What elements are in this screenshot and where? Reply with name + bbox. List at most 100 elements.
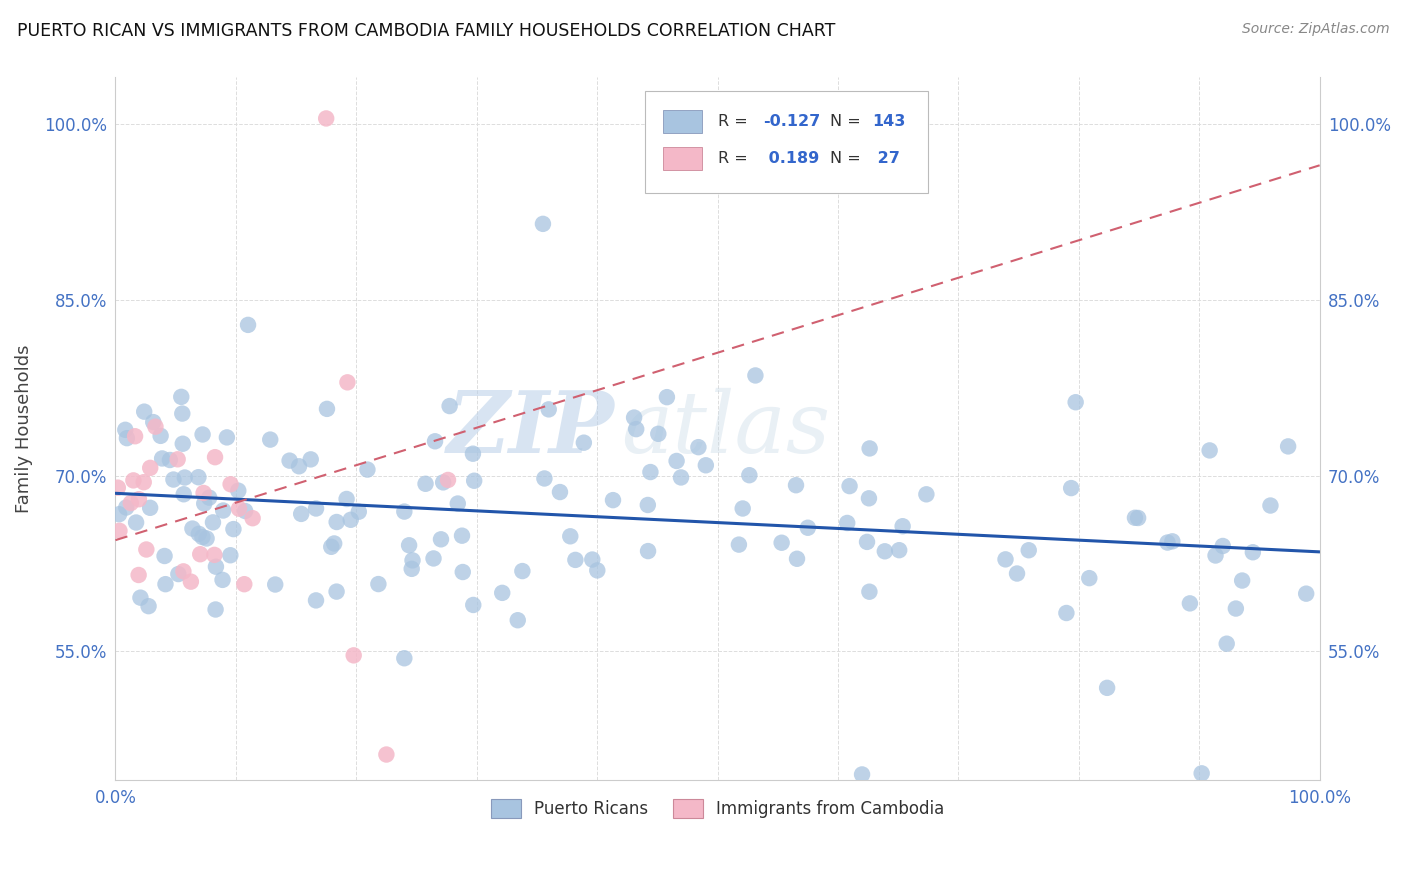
Point bbox=[236, 318, 259, 332]
Point bbox=[305, 593, 328, 607]
Point bbox=[858, 491, 880, 506]
Point bbox=[150, 451, 173, 466]
Point bbox=[290, 507, 312, 521]
Point bbox=[1095, 681, 1118, 695]
Point bbox=[195, 532, 218, 546]
Point bbox=[172, 565, 194, 579]
Point bbox=[316, 401, 339, 416]
Point bbox=[655, 390, 678, 404]
Point bbox=[1156, 535, 1178, 549]
Point bbox=[873, 544, 896, 558]
Point bbox=[305, 501, 328, 516]
Point bbox=[1178, 596, 1201, 610]
Point bbox=[797, 521, 820, 535]
Point bbox=[120, 496, 142, 510]
Point bbox=[339, 513, 361, 527]
Point bbox=[1215, 637, 1237, 651]
Point bbox=[128, 568, 150, 582]
Point bbox=[193, 497, 215, 511]
Text: N =: N = bbox=[830, 114, 866, 129]
Point bbox=[191, 530, 214, 544]
Point bbox=[665, 454, 688, 468]
Point bbox=[264, 577, 287, 591]
Point bbox=[637, 544, 659, 558]
Point bbox=[323, 536, 346, 550]
Point bbox=[537, 402, 560, 417]
Point bbox=[219, 477, 242, 491]
Point bbox=[451, 529, 474, 543]
Legend: Puerto Ricans, Immigrants from Cambodia: Puerto Ricans, Immigrants from Cambodia bbox=[484, 792, 952, 825]
Point bbox=[145, 419, 167, 434]
Point bbox=[233, 504, 256, 518]
Point bbox=[837, 516, 859, 530]
Point bbox=[115, 500, 138, 515]
Point bbox=[180, 574, 202, 589]
Point bbox=[211, 573, 233, 587]
Point bbox=[129, 591, 152, 605]
Point bbox=[108, 524, 131, 538]
Point bbox=[173, 470, 195, 484]
Point bbox=[859, 442, 882, 456]
Point bbox=[278, 453, 301, 467]
Point bbox=[891, 519, 914, 533]
Point bbox=[134, 404, 156, 418]
Point bbox=[1054, 606, 1077, 620]
Point bbox=[1205, 549, 1227, 563]
Point bbox=[115, 431, 138, 445]
Point bbox=[166, 452, 188, 467]
Point bbox=[149, 429, 172, 443]
Text: Source: ZipAtlas.com: Source: ZipAtlas.com bbox=[1241, 22, 1389, 37]
Point bbox=[226, 483, 249, 498]
Point bbox=[142, 415, 165, 429]
Point bbox=[744, 368, 766, 383]
Point bbox=[688, 440, 710, 454]
Point bbox=[1126, 511, 1149, 525]
Point bbox=[785, 478, 807, 492]
Point bbox=[159, 453, 181, 467]
Point bbox=[669, 470, 692, 484]
Point bbox=[624, 422, 647, 436]
Point bbox=[242, 511, 264, 525]
Point bbox=[139, 460, 162, 475]
Point bbox=[422, 551, 444, 566]
Point bbox=[623, 410, 645, 425]
Point bbox=[205, 559, 228, 574]
Point bbox=[770, 535, 793, 549]
Point bbox=[1191, 766, 1213, 780]
Point bbox=[531, 217, 554, 231]
Point bbox=[512, 564, 534, 578]
Point bbox=[463, 474, 485, 488]
Point bbox=[491, 586, 513, 600]
Point bbox=[187, 526, 209, 541]
Point bbox=[647, 426, 669, 441]
Point bbox=[1123, 510, 1146, 524]
Point bbox=[173, 487, 195, 501]
Point bbox=[533, 471, 555, 485]
Point bbox=[695, 458, 717, 473]
Point bbox=[347, 505, 370, 519]
Point bbox=[299, 452, 322, 467]
Point bbox=[398, 538, 420, 552]
FancyBboxPatch shape bbox=[664, 111, 702, 133]
Point bbox=[259, 433, 281, 447]
Point bbox=[336, 376, 359, 390]
Point bbox=[889, 543, 911, 558]
Point bbox=[602, 493, 624, 508]
Point bbox=[1018, 543, 1040, 558]
Point bbox=[181, 522, 204, 536]
Point bbox=[856, 535, 879, 549]
Point bbox=[1005, 566, 1028, 581]
Point bbox=[193, 486, 215, 500]
Text: ZIP: ZIP bbox=[447, 387, 616, 471]
Point bbox=[215, 430, 238, 444]
Point bbox=[451, 565, 474, 579]
Point bbox=[288, 459, 311, 474]
Point bbox=[321, 540, 343, 554]
Point bbox=[1161, 534, 1184, 549]
Point bbox=[1198, 443, 1220, 458]
Point bbox=[461, 447, 484, 461]
Point bbox=[138, 599, 160, 614]
Point bbox=[437, 473, 460, 487]
Text: 0.189: 0.189 bbox=[763, 151, 820, 166]
Point bbox=[132, 475, 155, 490]
